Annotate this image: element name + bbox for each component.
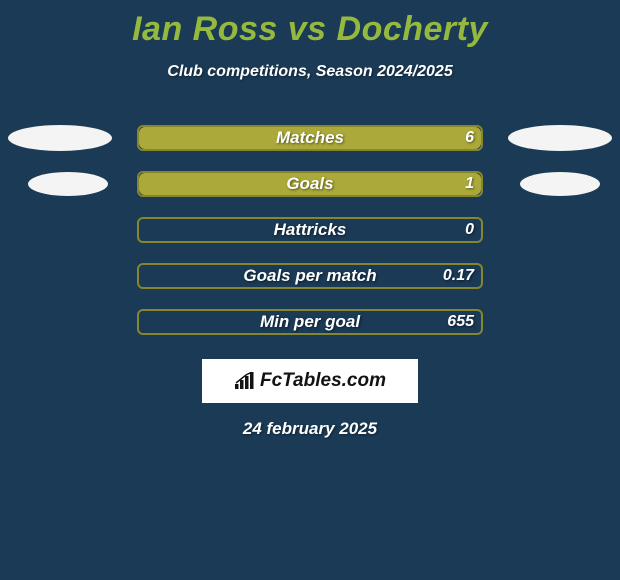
stat-row: Goals per match0.17: [0, 253, 620, 299]
stat-bar-track: [137, 309, 483, 335]
stat-row: Matches6: [0, 115, 620, 161]
stat-bar-track: [137, 125, 483, 151]
comparison-infographic: Ian Ross vs Docherty Club competitions, …: [0, 0, 620, 580]
logo-text: FcTables.com: [234, 370, 386, 392]
stat-bar-track: [137, 217, 483, 243]
player-right-marker: [520, 172, 600, 196]
player-left-marker: [8, 125, 112, 151]
stat-bar-track: [137, 263, 483, 289]
stats-chart: Matches6Goals1Hattricks0Goals per match0…: [0, 115, 620, 345]
logo-label: FcTables.com: [260, 370, 386, 392]
stat-bar-fill: [139, 173, 481, 195]
stat-bar-fill: [139, 127, 481, 149]
player-left-marker: [28, 172, 108, 196]
stat-row: Hattricks0: [0, 207, 620, 253]
stat-row: Goals1: [0, 161, 620, 207]
page-title: Ian Ross vs Docherty: [0, 0, 620, 49]
bar-chart-icon: [234, 372, 256, 390]
player-right-marker: [508, 125, 612, 151]
subtitle: Club competitions, Season 2024/2025: [0, 63, 620, 81]
stat-bar-track: [137, 171, 483, 197]
date-text: 24 february 2025: [0, 419, 620, 439]
stat-row: Min per goal655: [0, 299, 620, 345]
logo-badge: FcTables.com: [202, 359, 418, 403]
